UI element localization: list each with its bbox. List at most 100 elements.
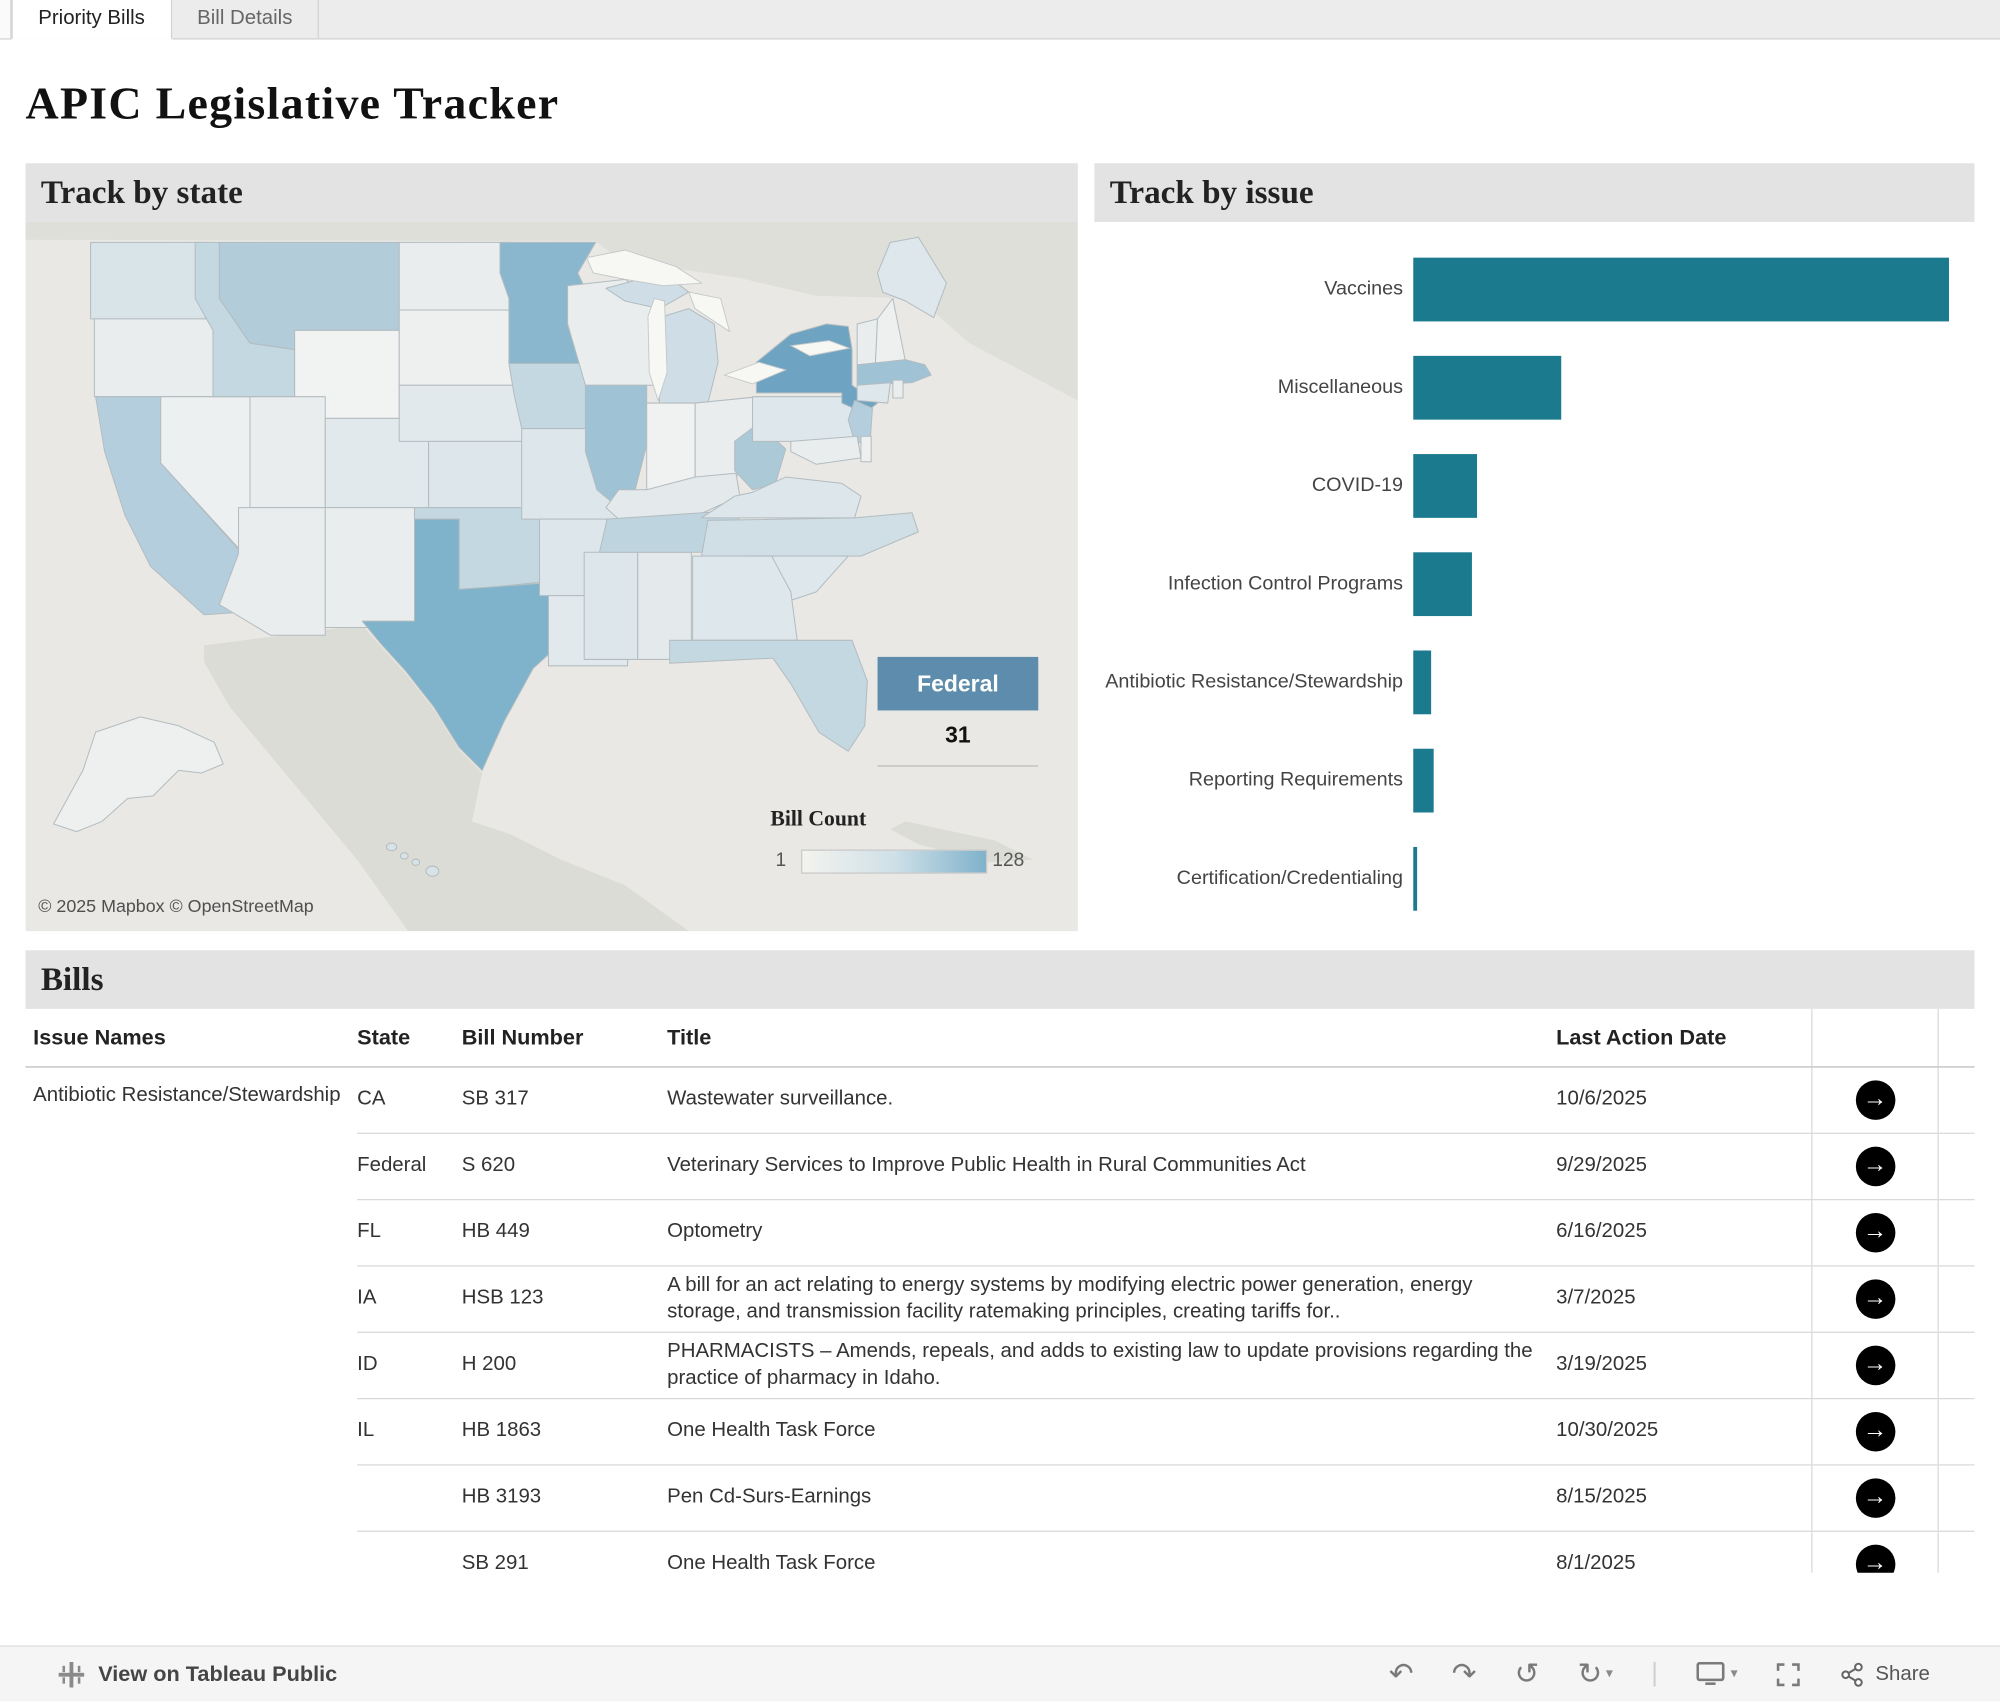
undo-icon[interactable]: ↶ [1388, 1656, 1414, 1691]
open-bill-button[interactable]: → [1855, 1544, 1895, 1573]
last-action-date-cell: 3/7/2025 [1556, 1287, 1636, 1309]
state-nc[interactable] [701, 512, 919, 557]
open-bill-button[interactable]: → [1855, 1345, 1895, 1386]
table-row[interactable]: CA SB 317 Wastewater surveillance. 10/6/202… [357, 1067, 1975, 1134]
state-ne[interactable] [398, 384, 533, 442]
bar-row: Antibiotic Resistance/Stewardship [1094, 633, 1974, 731]
arrow-cell: → [1811, 1200, 1939, 1266]
table-row[interactable]: FL HB 449 Optometry 6/16/2025 → [357, 1200, 1975, 1267]
state-wa[interactable] [90, 241, 206, 320]
col-header-last-action-date[interactable]: Last Action Date [1556, 1024, 1727, 1050]
bills-table-header-row: Issue Names State Bill Number Title Last… [25, 1008, 1975, 1068]
state-ak[interactable] [53, 716, 224, 833]
replay-icon[interactable]: ↺ [1514, 1656, 1540, 1691]
toolbar-left[interactable]: View on Tableau Public [57, 1660, 337, 1688]
state-ri[interactable] [892, 379, 904, 399]
bill-title-cell: Wastewater surveillance. [667, 1088, 894, 1110]
state-in[interactable] [646, 402, 696, 491]
open-bill-button[interactable]: → [1855, 1411, 1895, 1452]
bill-number-cell: HB 3193 [461, 1486, 542, 1508]
state-cell [357, 1532, 462, 1573]
last-action-date-cell: 3/19/2025 [1556, 1353, 1647, 1376]
issue-bar[interactable] [1413, 355, 1562, 420]
issue-bar[interactable] [1413, 649, 1432, 714]
us-choropleth-map[interactable] [25, 221, 1078, 932]
table-row[interactable]: Federal S 620 Veterinary Services to Impro… [357, 1133, 1975, 1201]
state-ny[interactable] [755, 323, 879, 414]
issue-bar[interactable] [1413, 257, 1949, 321]
state-cell: ID [357, 1353, 378, 1376]
view-on-tableau-public-link[interactable]: View on Tableau Public [98, 1661, 338, 1686]
table-row[interactable]: IA HSB 123 A bill for an act relating to e… [357, 1266, 1975, 1333]
state-fl[interactable] [669, 639, 868, 752]
tab-priority-bills[interactable]: Priority Bills [11, 0, 172, 40]
state-pa[interactable] [752, 396, 858, 442]
state-sd[interactable] [398, 309, 516, 386]
col-header-issue-names[interactable]: Issue Names [33, 1024, 166, 1050]
state-hi-3[interactable] [411, 858, 421, 866]
state-md[interactable] [790, 435, 862, 465]
state-hi[interactable] [385, 842, 398, 852]
table-row[interactable]: SB 291 One Health Task Force 8/1/2025 → [357, 1531, 1975, 1573]
toolbar-divider: | [1651, 1659, 1658, 1688]
map-attribution[interactable]: © 2025 Mapbox © OpenStreetMap [38, 895, 314, 916]
bar-category-label: Certification/Credentialing [1176, 867, 1404, 889]
state-ct[interactable] [856, 382, 891, 404]
device-preview-icon[interactable]: ▾ [1696, 1661, 1738, 1687]
tab-bill-details[interactable]: Bill Details [172, 0, 320, 39]
col-header-title[interactable]: Title [667, 1024, 712, 1050]
state-mi[interactable] [658, 308, 719, 404]
state-nm[interactable] [324, 507, 416, 629]
bill-number-cell: SB 291 [461, 1552, 529, 1573]
bill-number-cell: H 200 [461, 1353, 517, 1376]
issue-bar[interactable] [1413, 453, 1478, 518]
bills-rows: CA SB 317 Wastewater surveillance. 10/6/202… [357, 1067, 1975, 1573]
state-hi-2[interactable] [399, 852, 409, 860]
state-va[interactable] [701, 476, 862, 519]
issue-bar[interactable] [1413, 846, 1418, 911]
tail-cell [1939, 1532, 1975, 1573]
state-cell: IL [357, 1419, 375, 1442]
open-bill-button[interactable]: → [1855, 1146, 1895, 1187]
state-hi-4[interactable] [425, 865, 440, 877]
state-or[interactable] [93, 318, 214, 398]
color-legend-gradient[interactable] [801, 849, 988, 874]
state-ut[interactable] [249, 396, 326, 509]
col-header-state[interactable]: State [357, 1024, 411, 1050]
state-ms[interactable] [583, 551, 639, 660]
issue-bar[interactable] [1413, 748, 1434, 812]
state-ga[interactable] [692, 555, 798, 641]
last-action-date-cell: 9/29/2025 [1556, 1154, 1647, 1177]
last-action-date-cell: 8/1/2025 [1556, 1552, 1636, 1573]
table-row[interactable]: ID H 200 PHARMACISTS – Amends, repeals, an… [357, 1332, 1975, 1400]
tail-cell [1939, 1134, 1975, 1199]
open-bill-button[interactable]: → [1855, 1213, 1895, 1253]
col-header-bill-number[interactable]: Bill Number [461, 1024, 584, 1050]
tab-priority-bills-label: Priority Bills [38, 7, 145, 30]
legend-min-label: 1 [775, 849, 787, 872]
bill-title-cell: One Health Task Force [667, 1552, 876, 1573]
share-button[interactable]: Share [1840, 1661, 1930, 1687]
track-by-state-header: Track by state [25, 163, 1078, 222]
fullscreen-icon[interactable] [1776, 1661, 1802, 1687]
redo-icon[interactable]: ↷ [1451, 1656, 1477, 1691]
bar-category-label: Miscellaneous [1277, 376, 1404, 398]
legend-max-label: 128 [992, 849, 1025, 872]
open-bill-button[interactable]: → [1855, 1478, 1895, 1518]
open-bill-button[interactable]: → [1855, 1080, 1895, 1120]
bar-category-label: Antibiotic Resistance/Stewardship [1105, 670, 1404, 693]
last-action-date-cell: 8/15/2025 [1556, 1486, 1647, 1508]
us-map-canvas[interactable]: Federal 31 Bill Count 1 128 © 2025 Mapbo… [25, 221, 1078, 932]
open-bill-button[interactable]: → [1855, 1279, 1895, 1319]
federal-badge[interactable]: Federal [877, 656, 1039, 711]
state-me[interactable] [877, 236, 947, 319]
refresh-dropdown-icon[interactable]: ↻ ▾ [1577, 1656, 1613, 1691]
mexico-landmass [204, 624, 689, 932]
state-nd[interactable] [398, 241, 515, 311]
tail-cell [1939, 1399, 1975, 1464]
issue-bar[interactable] [1413, 551, 1472, 616]
state-de[interactable] [860, 435, 872, 463]
state-tx[interactable] [361, 518, 562, 771]
table-row[interactable]: HB 3193 Pen Cd-Surs-Earnings 8/15/2025 → [357, 1465, 1975, 1532]
table-row[interactable]: IL HB 1863 One Health Task Force 10/30/2025… [357, 1399, 1975, 1466]
